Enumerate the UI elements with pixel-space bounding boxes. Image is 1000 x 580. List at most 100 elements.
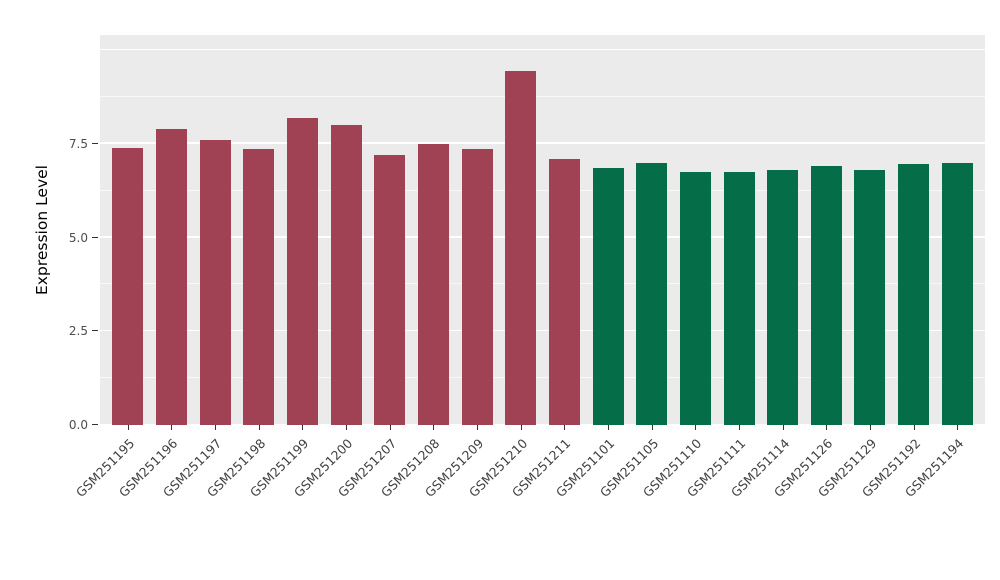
x-tick-mark: [127, 425, 129, 430]
gridline-minor: [100, 283, 985, 285]
x-tick-mark: [695, 425, 697, 430]
bar-GSM251209: [461, 149, 493, 425]
bar-slot: [935, 35, 979, 425]
y-tick-mark: [92, 142, 98, 144]
gridline-minor: [100, 95, 985, 97]
bar-slot: [150, 35, 194, 425]
bar-GSM251210: [505, 70, 537, 425]
x-tick-mark: [564, 425, 566, 430]
x-tick-mark: [302, 425, 304, 430]
y-axis: 0.0 2.5 5.0 7.5: [0, 35, 100, 431]
bar-GSM251207: [374, 155, 406, 425]
x-tick-mark: [651, 425, 653, 430]
y-tick-label: 5.0: [68, 230, 88, 245]
x-tick-slot: GSM251192: [858, 425, 936, 575]
bar-slot: [412, 35, 456, 425]
x-tick-slot: GSM251198: [204, 425, 281, 575]
x-tick-slot: GSM251197: [160, 425, 237, 575]
x-tick-mark: [477, 425, 479, 430]
bars-container: [100, 35, 985, 425]
y-tick-mark: [92, 236, 98, 238]
bar-GSM251196: [155, 128, 187, 425]
bar-GSM251110: [679, 171, 711, 425]
x-tick-slot: GSM251210: [465, 425, 543, 575]
bar-slot: [586, 35, 630, 425]
bar-GSM251114: [767, 170, 799, 425]
bar-slot: [717, 35, 761, 425]
x-tick-slot: GSM251199: [247, 425, 325, 575]
x-axis: GSM251195 GSM251196 GSM251197 GSM251198 GSM2…: [73, 425, 985, 575]
x-tick-slot: GSM251200: [291, 425, 368, 575]
bar-slot: [761, 35, 805, 425]
x-tick-slot: GSM251129: [815, 425, 892, 575]
y-tick-label: 7.5: [68, 136, 88, 151]
y-tick-label: 0.0: [68, 418, 88, 432]
x-tick-slot: GSM251196: [116, 425, 194, 575]
x-tick-mark: [957, 425, 959, 430]
gridline-major: [100, 329, 985, 332]
x-tick-slot: GSM251195: [73, 425, 150, 575]
bar-slot: [805, 35, 849, 425]
x-tick-slot: GSM251110: [640, 425, 718, 575]
bar-slot: [455, 35, 499, 425]
x-tick-mark: [739, 425, 741, 430]
bar-GSM251197: [199, 140, 231, 425]
gridline-minor: [100, 377, 985, 379]
x-tick-mark: [389, 425, 391, 430]
bar-GSM251194: [941, 162, 973, 425]
x-tick-mark: [520, 425, 522, 430]
bar-slot: [543, 35, 587, 425]
bar-GSM251200: [330, 125, 362, 425]
y-tick-mark: [92, 330, 98, 332]
gridline-major: [100, 48, 985, 50]
x-tick-mark: [171, 425, 173, 430]
gridline-minor: [100, 189, 985, 191]
x-tick-mark: [346, 425, 348, 430]
x-tick-mark: [215, 425, 217, 430]
bar-slot: [499, 35, 543, 425]
x-tick-mark: [608, 425, 610, 430]
bar-GSM251199: [286, 117, 318, 425]
gridline-major: [100, 142, 985, 144]
bar-GSM251111: [723, 171, 755, 425]
y-tick-mark: [92, 424, 98, 425]
bar-slot: [324, 35, 368, 425]
y-tick-label: 2.5: [68, 324, 88, 339]
bar-GSM251105: [636, 162, 668, 425]
x-tick-slot: GSM251194: [902, 425, 979, 575]
gridline-major: [100, 236, 985, 238]
bar-slot: [630, 35, 674, 425]
x-tick-mark: [258, 425, 260, 430]
bar-GSM251198: [243, 149, 275, 425]
bar-slot: [193, 35, 237, 425]
x-tick-mark: [913, 425, 915, 430]
bar-GSM251129: [854, 170, 886, 425]
x-tick-mark: [782, 425, 784, 430]
x-tick-slot: GSM251111: [684, 425, 761, 575]
bar-slot: [368, 35, 412, 425]
bar-GSM251101: [592, 168, 624, 425]
plot-panel: [100, 35, 985, 425]
x-tick-mark: [433, 425, 435, 430]
x-tick-slot: GSM251207: [335, 425, 412, 575]
bar-slot: [237, 35, 281, 425]
bar-GSM251208: [417, 143, 449, 425]
x-tick-slot: GSM251105: [596, 425, 674, 575]
x-tick-slot: GSM251101: [553, 425, 630, 575]
bar-slot: [848, 35, 892, 425]
bar-GSM251126: [810, 166, 842, 425]
x-tick-slot: GSM251209: [422, 425, 499, 575]
bar-slot: [281, 35, 325, 425]
bar-slot: [674, 35, 718, 425]
x-tick-mark: [826, 425, 828, 430]
bar-GSM251192: [898, 164, 930, 425]
x-tick-slot: GSM251208: [378, 425, 456, 575]
gridline-major: [100, 423, 985, 425]
x-tick-mark: [869, 425, 871, 430]
x-tick-slot: GSM251114: [727, 425, 805, 575]
x-tick-slot: GSM251211: [509, 425, 587, 575]
bar-GSM251211: [548, 158, 580, 425]
x-tick-slot: GSM251126: [771, 425, 849, 575]
bar-slot: [892, 35, 936, 425]
